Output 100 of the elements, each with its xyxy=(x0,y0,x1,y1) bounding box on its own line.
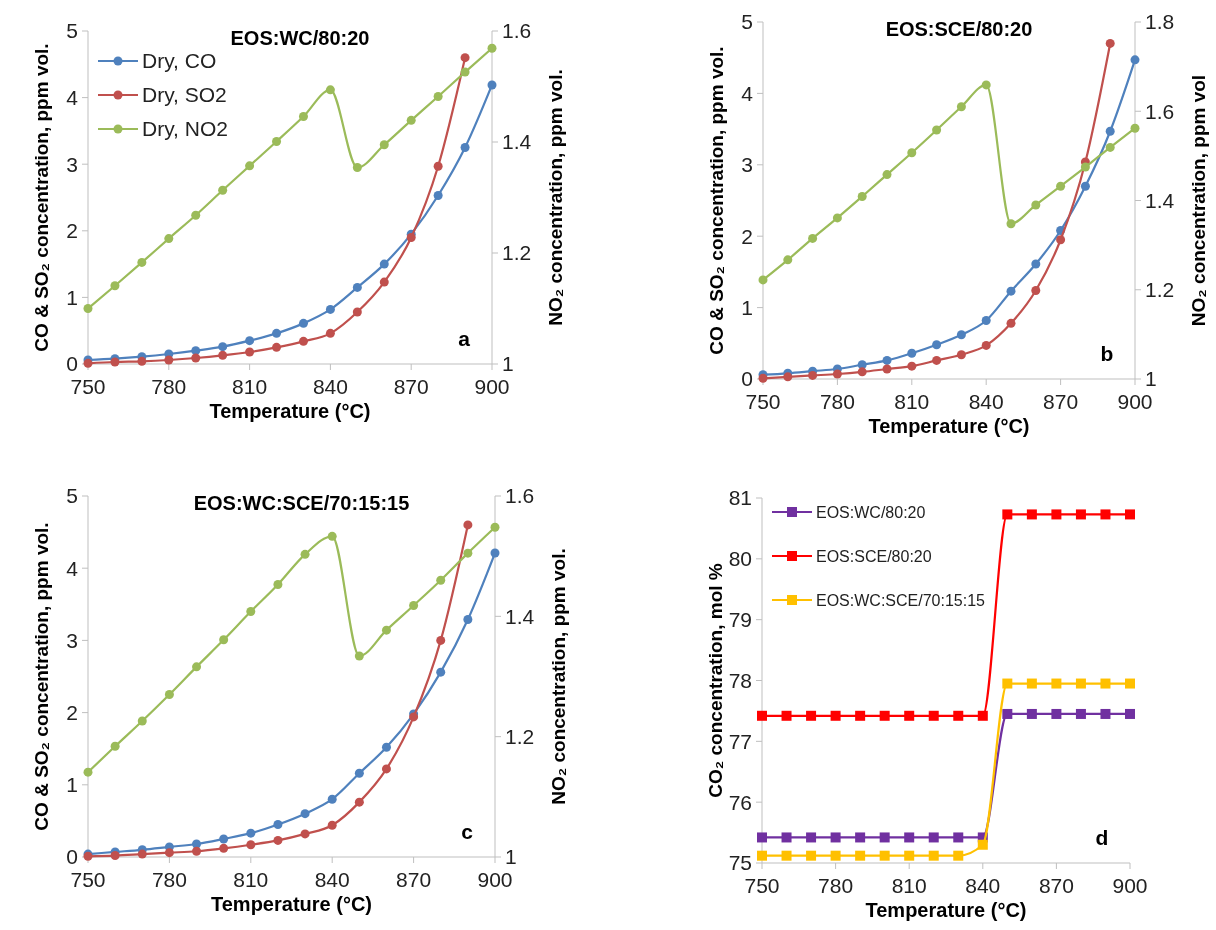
y-tick-label: 2 xyxy=(66,219,78,243)
point xyxy=(436,635,446,645)
point xyxy=(110,281,120,291)
point xyxy=(1100,509,1111,520)
y2-tick-label: 1.4 xyxy=(502,130,532,154)
point xyxy=(246,607,256,617)
point xyxy=(83,304,93,313)
point xyxy=(879,850,890,861)
point xyxy=(832,213,842,223)
point xyxy=(1075,678,1086,689)
y-axis-title: CO & SO₂ concentration, ppm vol. xyxy=(31,522,52,831)
point xyxy=(781,832,792,843)
y-tick-label: 1 xyxy=(741,295,753,319)
point xyxy=(192,846,202,856)
y-tick-label: 77 xyxy=(728,729,752,753)
point xyxy=(879,710,890,721)
point xyxy=(409,601,419,610)
point xyxy=(1105,126,1115,136)
y2-axis-title: NO₂ concentration, ppm vol xyxy=(1188,74,1209,327)
point xyxy=(463,520,473,530)
point xyxy=(1056,181,1066,191)
point xyxy=(272,328,282,338)
point xyxy=(758,275,768,285)
y2-tick-label: 1 xyxy=(502,352,514,376)
point xyxy=(137,356,147,366)
y-tick-label: 78 xyxy=(728,668,752,692)
point xyxy=(806,710,817,721)
x-tick-label: 750 xyxy=(70,375,106,398)
point xyxy=(932,355,942,365)
point xyxy=(219,834,229,844)
point xyxy=(1002,509,1013,520)
point xyxy=(953,710,964,721)
point xyxy=(352,307,362,317)
point xyxy=(882,170,892,180)
point xyxy=(1080,181,1090,191)
y2-axis-title: NO₂ concentration, ppm vol. xyxy=(545,69,566,326)
x-tick-label: 870 xyxy=(393,375,429,398)
point xyxy=(904,832,915,843)
point xyxy=(300,809,310,819)
point xyxy=(327,794,337,804)
point xyxy=(327,531,337,541)
y2-tick-label: 1.4 xyxy=(505,604,535,628)
point xyxy=(855,832,866,843)
y-tick-label: 4 xyxy=(66,85,79,109)
y-tick-label: 81 xyxy=(728,486,752,510)
point xyxy=(981,315,991,325)
point xyxy=(808,233,818,243)
point xyxy=(904,710,915,721)
point xyxy=(832,369,842,379)
point xyxy=(855,710,866,721)
x-tick-label: 840 xyxy=(312,375,348,398)
point xyxy=(1026,708,1037,719)
point xyxy=(381,625,391,635)
y-tick-label: 3 xyxy=(66,152,78,176)
x-tick-label: 810 xyxy=(891,874,927,897)
y2-tick-label: 1 xyxy=(505,845,517,869)
point xyxy=(806,832,817,843)
x-axis-title: Temperature (°C) xyxy=(209,400,371,422)
point xyxy=(928,832,939,843)
y2-tick-label: 1.2 xyxy=(502,241,532,265)
x-tick-label: 900 xyxy=(474,375,510,398)
y-tick-label: 5 xyxy=(66,484,78,508)
point xyxy=(904,850,915,861)
point xyxy=(1026,678,1037,689)
point xyxy=(956,350,966,360)
y2-tick-label: 1.6 xyxy=(1145,99,1175,123)
point xyxy=(352,163,362,173)
point xyxy=(490,522,500,532)
y-tick-label: 0 xyxy=(66,845,78,869)
point xyxy=(487,80,497,90)
point xyxy=(1100,678,1111,689)
point xyxy=(855,850,866,861)
point xyxy=(1026,509,1037,520)
point xyxy=(487,43,497,53)
legend-label: EOS:WC:SCE/70:15:15 xyxy=(816,591,986,609)
y2-tick-label: 1.2 xyxy=(505,725,535,749)
point xyxy=(246,828,256,838)
point xyxy=(1006,318,1016,328)
point xyxy=(83,767,93,777)
point xyxy=(463,614,473,624)
x-tick-label: 780 xyxy=(818,874,854,897)
point xyxy=(218,342,228,352)
y-tick-label: 4 xyxy=(66,556,79,580)
point xyxy=(1100,708,1111,719)
point xyxy=(219,635,229,645)
point xyxy=(352,282,362,292)
point xyxy=(857,191,867,201)
point xyxy=(164,848,174,858)
point xyxy=(246,840,256,850)
x-axis-title: Temperature (°C) xyxy=(865,899,1027,921)
point xyxy=(907,348,917,358)
point xyxy=(137,849,147,859)
point xyxy=(1130,55,1140,65)
y-tick-label: 80 xyxy=(728,547,752,571)
point xyxy=(781,710,792,721)
x-axis-title: Temperature (°C) xyxy=(868,415,1030,437)
point xyxy=(354,797,364,807)
point xyxy=(490,548,500,558)
legend-label: Dry, CO xyxy=(142,49,217,73)
x-tick-label: 750 xyxy=(744,874,780,897)
